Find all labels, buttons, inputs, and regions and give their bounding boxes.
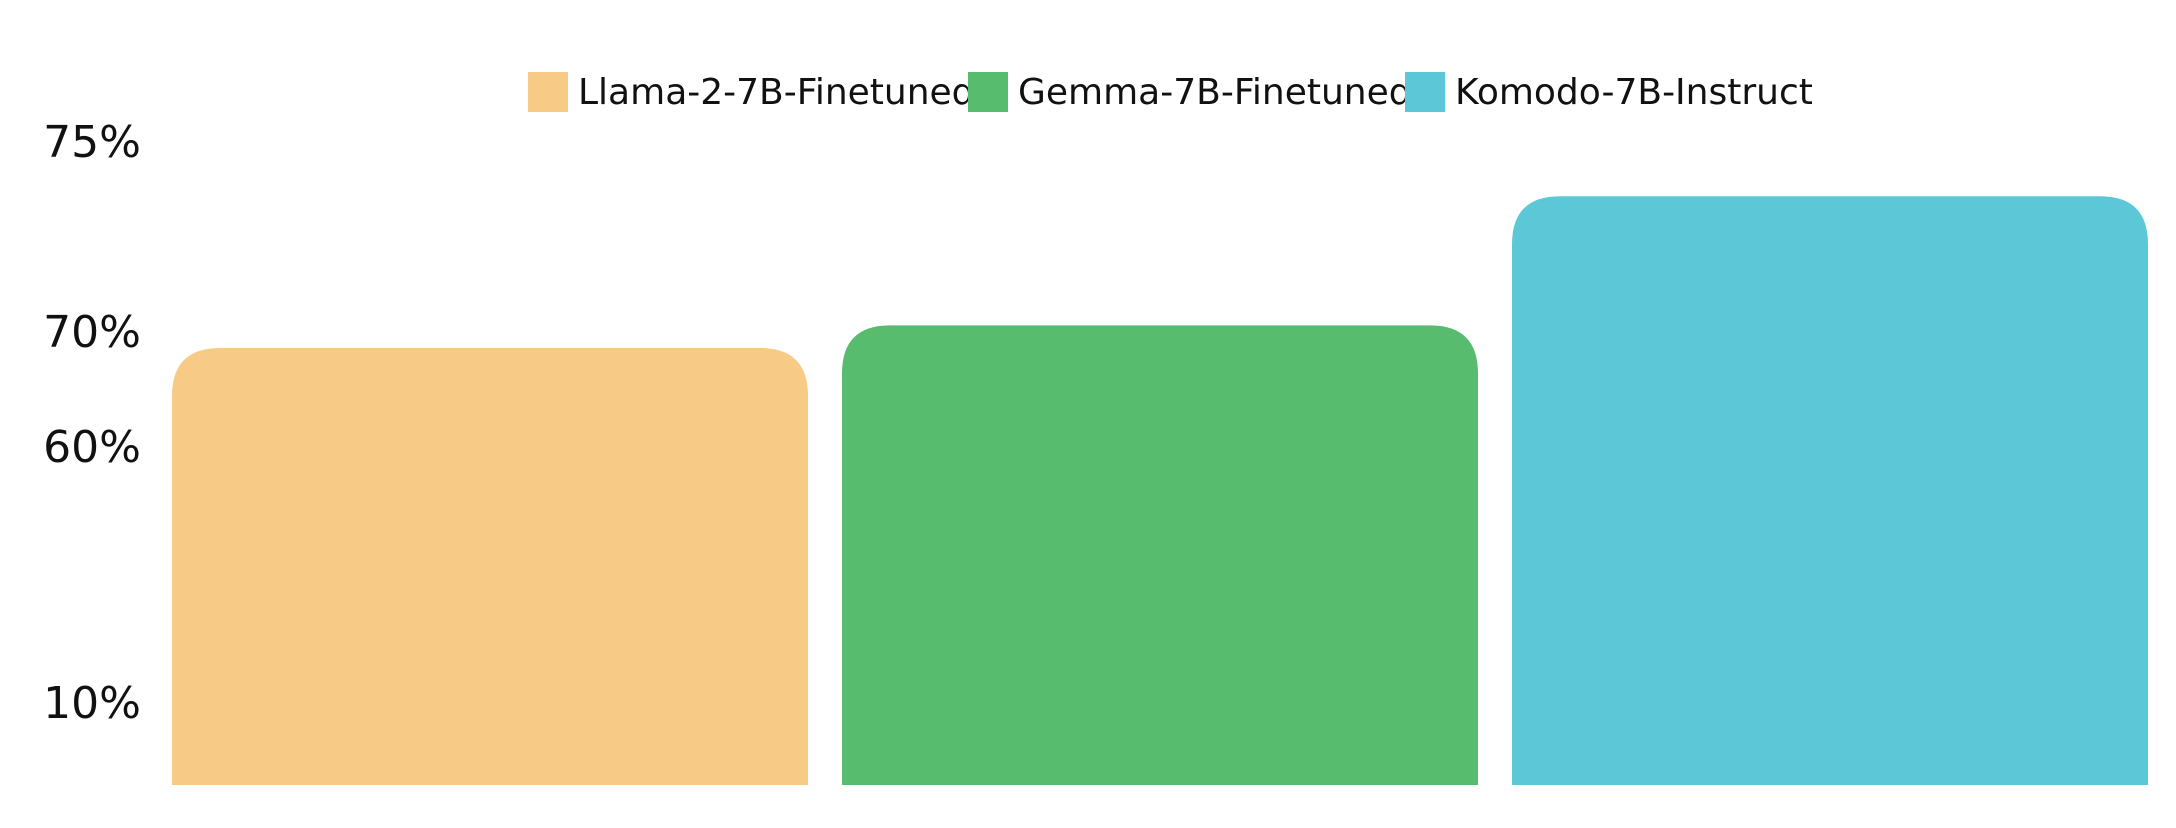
legend-item: Gemma-7B-Finetuned [968,72,1412,113]
y-axis: 75% 70% 60% 10% [43,117,141,729]
legend-item: Llama-2-7B-Finetuned [528,72,975,113]
legend-swatch [968,72,1008,112]
y-tick-label: 60% [43,422,141,473]
bar-gemma-7b-finetuned [842,325,1478,785]
y-tick-label: 10% [43,678,141,729]
legend-swatch [1405,72,1445,112]
legend-swatch [528,72,568,112]
bar-llama-2-7b-finetuned [172,347,808,785]
legend-item: Komodo-7B-Instruct [1405,72,1813,113]
y-tick-label: 75% [43,117,141,168]
legend-label: Gemma-7B-Finetuned [1018,72,1412,113]
legend-label: Komodo-7B-Instruct [1455,72,1813,113]
y-tick-label: 70% [43,307,141,358]
plot-area [172,196,2148,785]
bar-komodo-7b-instruct [1512,196,2148,785]
legend: Llama-2-7B-Finetuned Gemma-7B-Finetuned Ko… [528,72,1813,113]
legend-label: Llama-2-7B-Finetuned [578,72,975,113]
